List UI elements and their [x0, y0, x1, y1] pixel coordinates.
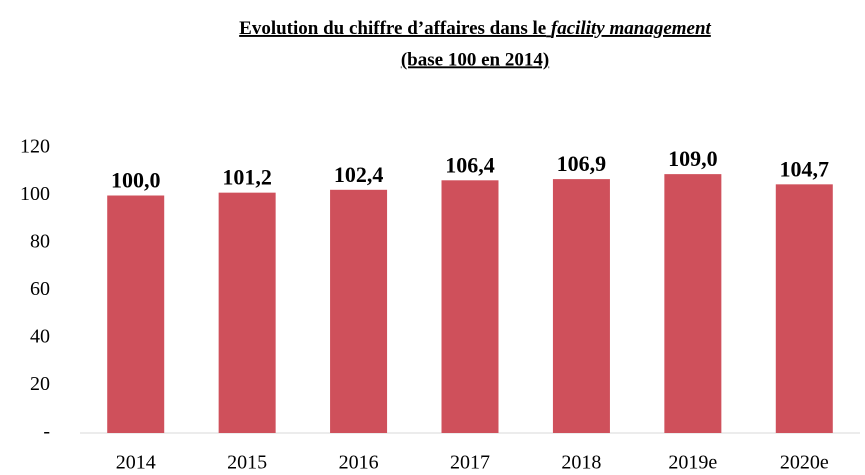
bar	[775, 184, 833, 433]
bar	[330, 189, 388, 433]
title-emphasis: facility management	[551, 18, 712, 39]
y-tick-label: 60	[30, 278, 50, 300]
x-tick-label: 2015	[227, 452, 267, 474]
y-tick-label: 20	[30, 373, 50, 395]
bar	[218, 192, 276, 433]
x-tick-label: 2018	[561, 452, 601, 474]
title-text: Evolution du chiffre d’affaires dans le	[239, 18, 546, 39]
x-tick-label: 2017	[450, 452, 490, 474]
bar	[107, 195, 165, 433]
value-label: 106,9	[557, 151, 607, 176]
y-tick-label: -	[43, 421, 50, 443]
y-tick-label: 40	[30, 326, 50, 348]
x-tick-label: 2016	[339, 452, 379, 474]
bar	[441, 180, 499, 433]
y-tick-label: 80	[30, 231, 50, 253]
x-tick-label: 2020e	[780, 452, 829, 474]
bar	[552, 179, 610, 433]
y-tick-label: 100	[20, 183, 50, 205]
y-tick-label: 120	[20, 136, 50, 158]
bar	[664, 174, 722, 433]
chart-title: Evolution du chiffre d’affaires dans le …	[239, 18, 711, 39]
value-label: 102,4	[334, 162, 384, 187]
value-label: 100,0	[111, 168, 161, 193]
value-label: 109,0	[668, 146, 718, 171]
value-label: 101,2	[222, 165, 272, 190]
chart-subtitle: (base 100 en 2014)	[401, 49, 549, 70]
x-tick-label: 2019e	[668, 452, 717, 474]
x-tick-label: 2014	[116, 452, 156, 474]
value-label: 104,7	[780, 156, 830, 181]
value-label: 106,4	[445, 152, 495, 177]
